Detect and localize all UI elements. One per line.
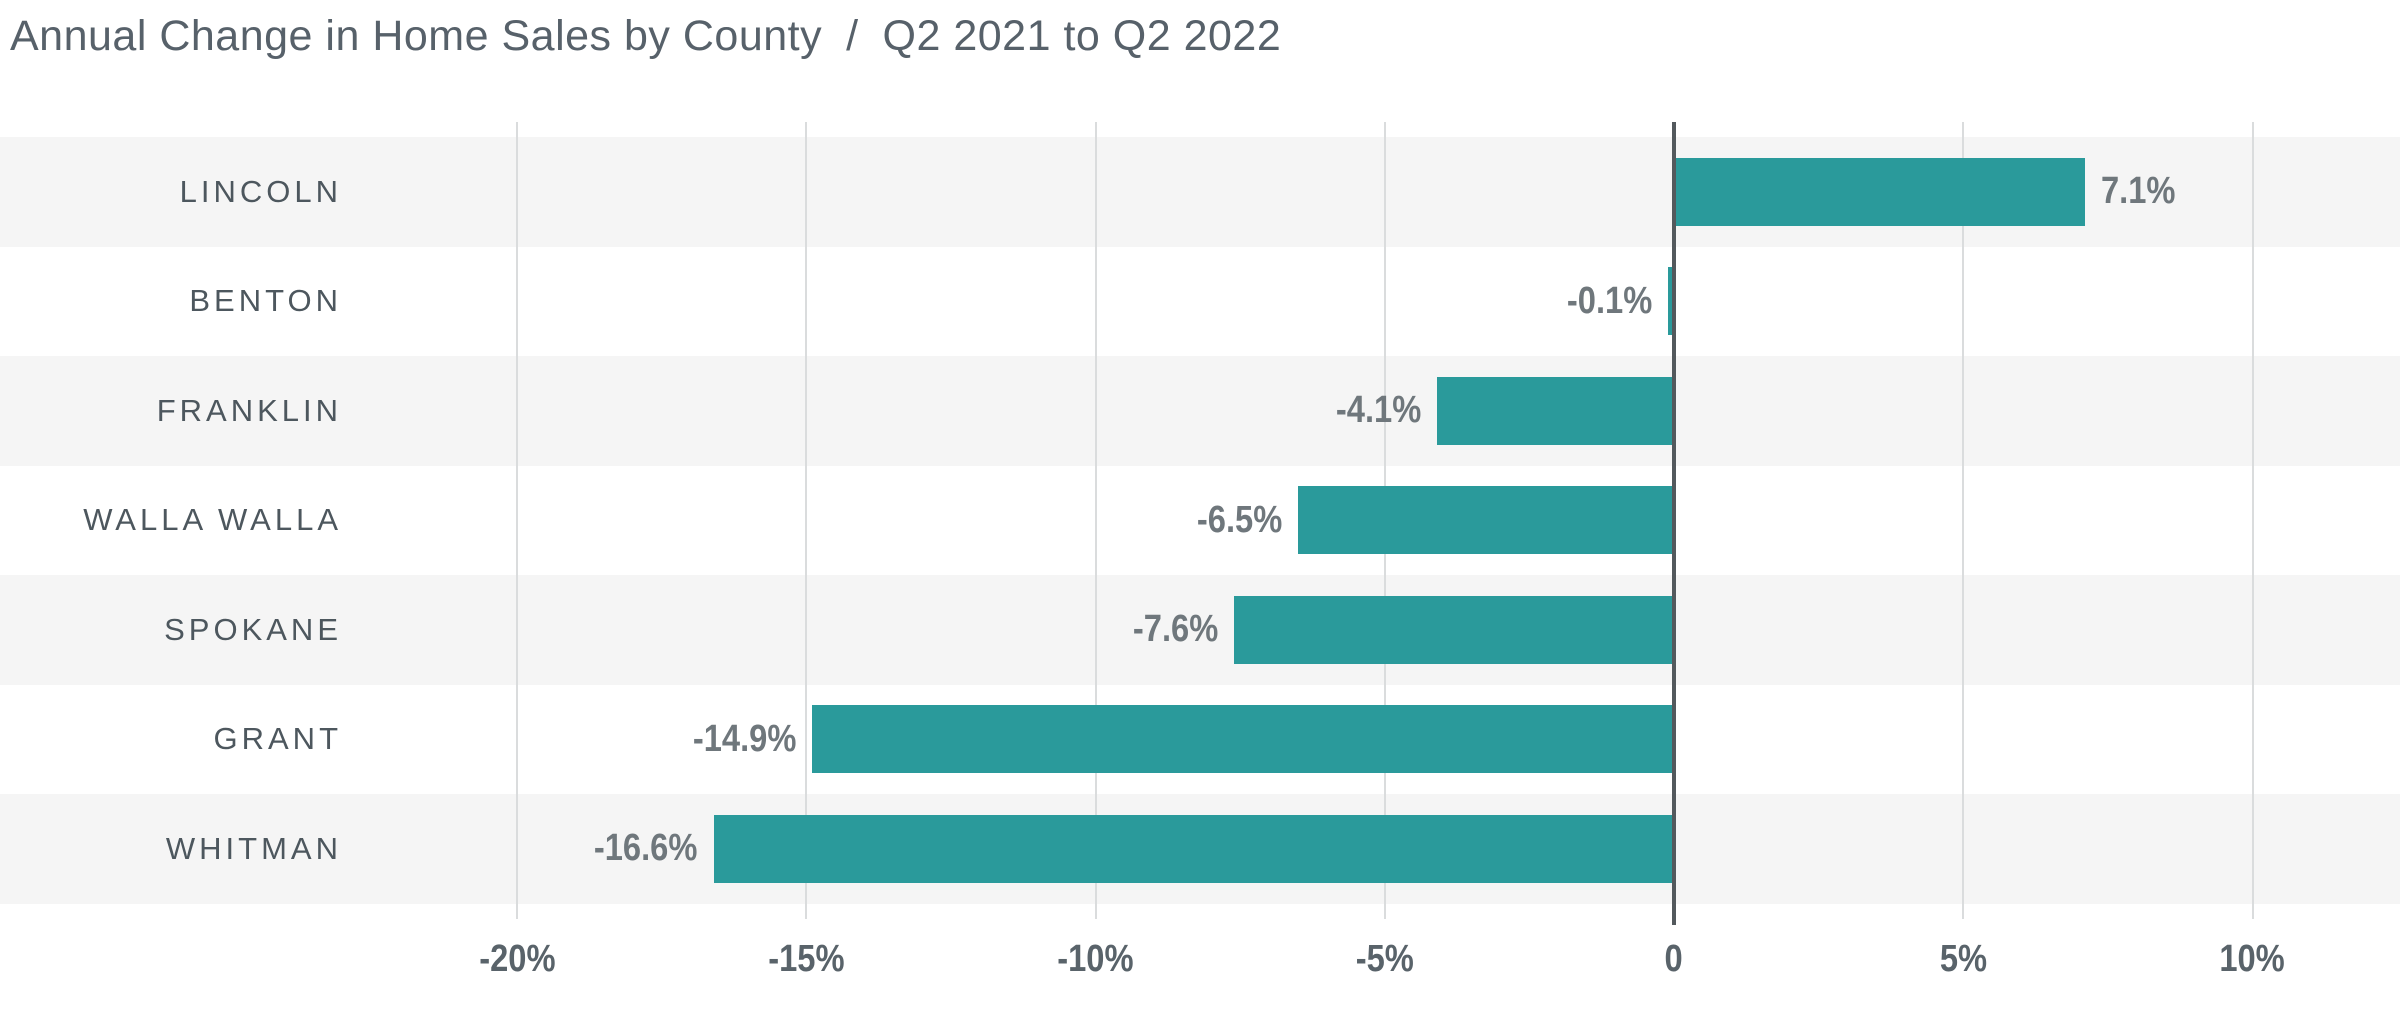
- value-label: -7.6%: [1119, 575, 1218, 685]
- value-label: -14.9%: [676, 685, 796, 795]
- x-tick-label: -15%: [706, 938, 906, 981]
- value-label-text: -6.5%: [1196, 498, 1282, 541]
- bar: [1234, 595, 1674, 664]
- value-label: -16.6%: [577, 794, 698, 904]
- x-tick-label: -10%: [996, 938, 1196, 981]
- x-tick-label-text: 5%: [1939, 938, 1987, 980]
- category-label: WHITMAN: [165, 830, 342, 866]
- gridline: [1094, 122, 1097, 919]
- value-label-text: -14.9%: [692, 717, 797, 760]
- x-tick-label: 10%: [2153, 938, 2353, 981]
- chart-title-main: Annual Change in Home Sales by County: [10, 12, 823, 60]
- chart-title-separator: /: [846, 12, 859, 60]
- gridline: [1962, 122, 1965, 919]
- x-tick-label: -20%: [417, 938, 617, 981]
- x-tick-label: -5%: [1285, 938, 1485, 981]
- chart-title-period: Q2 2021 to Q2 2022: [882, 12, 1282, 60]
- zero-axis-line: [1672, 122, 1676, 925]
- category-label: BENTON: [189, 283, 342, 319]
- value-label-text: -4.1%: [1335, 389, 1421, 432]
- bar: [1436, 376, 1674, 445]
- category-label: WALLA WALLA: [83, 502, 342, 538]
- bar: [1297, 486, 1674, 555]
- category-label: FRANKLIN: [156, 392, 342, 428]
- bar: [812, 705, 1674, 774]
- gridline: [805, 122, 808, 919]
- value-label: 7.1%: [2101, 137, 2188, 247]
- x-tick-label-text: -10%: [1057, 938, 1134, 980]
- value-label-text: 7.1%: [2100, 170, 2176, 213]
- x-tick-label-text: -15%: [768, 938, 845, 980]
- category-label: SPOKANE: [164, 611, 342, 647]
- x-tick-label-text: -20%: [478, 938, 556, 980]
- row-stripe: [0, 575, 2400, 685]
- chart-title: Annual Change in Home Sales by County / Q2…: [10, 12, 1281, 61]
- value-label: -4.1%: [1322, 356, 1421, 466]
- value-label: -0.1%: [1553, 247, 1652, 357]
- bar: [1668, 267, 1674, 336]
- x-tick-label-text: 10%: [2219, 938, 2286, 980]
- x-tick-label-text: 0: [1664, 938, 1684, 980]
- category-label: LINCOLN: [179, 173, 342, 209]
- bar: [1674, 157, 2085, 226]
- bar: [713, 814, 1674, 883]
- category-label: GRANT: [213, 721, 342, 757]
- value-label-text: -16.6%: [594, 827, 698, 870]
- x-tick-label: 0: [1574, 938, 1774, 981]
- value-label-text: -0.1%: [1566, 279, 1653, 322]
- row-stripe: [0, 356, 2400, 466]
- value-label-text: -7.6%: [1132, 608, 1219, 651]
- x-tick-label: 5%: [1863, 938, 2063, 981]
- value-label: -6.5%: [1183, 466, 1282, 576]
- x-tick-label-text: -5%: [1355, 938, 1414, 980]
- gridline: [516, 122, 518, 919]
- gridline: [2251, 122, 2254, 919]
